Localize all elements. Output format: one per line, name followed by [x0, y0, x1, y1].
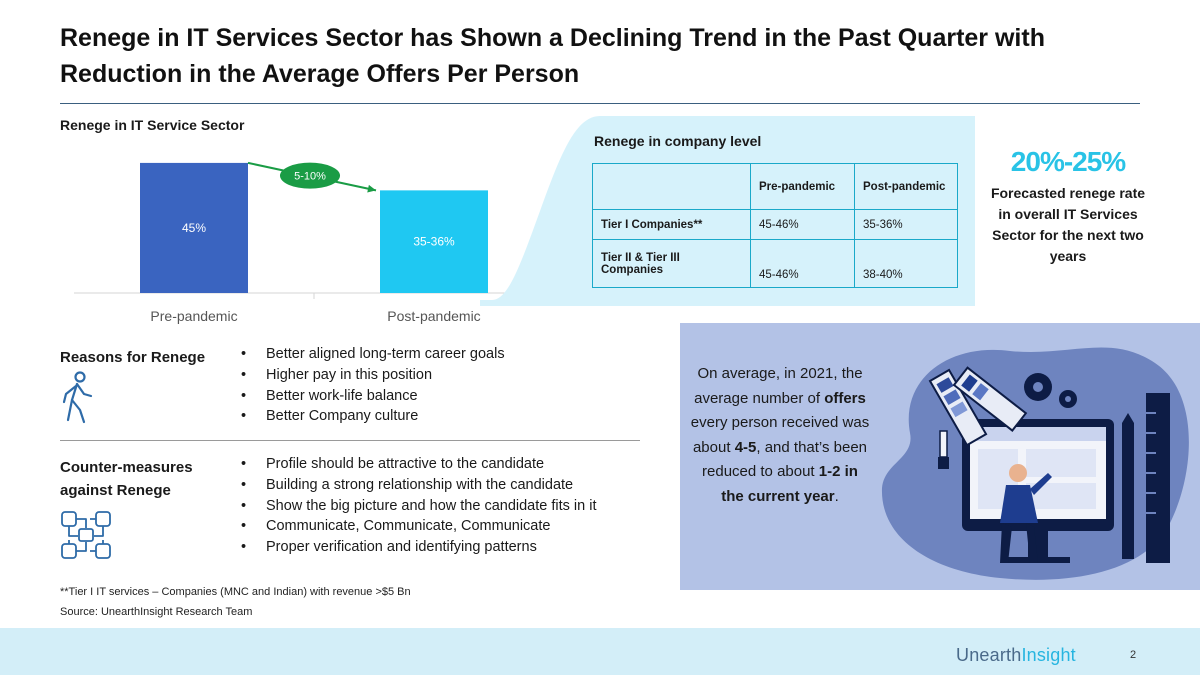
list-item: Better work-life balance [238, 386, 505, 407]
x-tick-label: Pre-pandemic [150, 308, 237, 324]
table-cell: Tier I Companies** [592, 209, 751, 240]
bar-data-label: 45% [182, 221, 206, 235]
list-item: Profile should be attractive to the cand… [238, 454, 596, 475]
section-divider [60, 440, 640, 441]
change-badge-label: 5-10% [294, 171, 326, 183]
chart-title: Renege in IT Service Sector [60, 117, 245, 133]
footnote: **Tier I IT services – Companies (MNC an… [60, 586, 411, 598]
bar-data-label: 35-36% [413, 235, 455, 249]
walking-person-icon [62, 371, 93, 424]
forecast-text: Forecasted renege rate in overall IT Ser… [990, 185, 1146, 264]
title-divider [60, 103, 1140, 104]
renege-bar-chart: 45% Pre-pandemic 35-36% Post-pandemic 5-10% [74, 161, 555, 324]
forecast-value: 20%-25% [1010, 146, 1126, 177]
list-item: Building a strong relationship with the … [238, 475, 596, 496]
page-number: 2 [1130, 649, 1137, 661]
list-item: Show the big picture and how the candida… [238, 496, 596, 517]
decline-arrow-head [367, 184, 376, 193]
countermeasures-list: Profile should be attractive to the cand… [238, 454, 596, 558]
joined-hands-icon [61, 511, 111, 559]
designer-illustration [881, 347, 1189, 580]
table-row: Tier II & Tier III Companies 45-46% 38-4… [592, 239, 958, 288]
table-header-cell: Pre-pandemic [750, 163, 855, 210]
table-header-cell [592, 163, 751, 210]
countermeasures-heading: Counter-measures against Renege [60, 459, 193, 499]
table-cell: 45-46% [750, 239, 855, 288]
table-cell: Tier II & Tier III Companies [592, 239, 751, 288]
offers-text-part: every person received was about [690, 414, 870, 456]
bar-post-pandemic [380, 190, 488, 293]
table-cell: 38-40% [854, 239, 958, 288]
footer-band [0, 628, 1200, 675]
offers-text-bold: 4-5 [734, 438, 757, 456]
offers-text-part: . [834, 487, 839, 505]
table-cell: 45-46% [750, 209, 855, 240]
company-table-title: Renege in company level [594, 133, 762, 149]
list-item: Higher pay in this position [238, 365, 505, 386]
company-renege-table: Pre-pandemic Post-pandemic Tier I Compan… [592, 163, 958, 288]
page-title: Renege in IT Services Sector has Shown a… [60, 24, 1045, 88]
offers-text-part: , and that’s been reduced to about [702, 438, 868, 481]
source-note: Source: UnearthInsight Research Team [60, 606, 253, 618]
change-badge [280, 162, 340, 189]
table-header-row: Pre-pandemic Post-pandemic [592, 163, 958, 210]
table-row: Tier I Companies** 45-46% 35-36% [592, 209, 958, 240]
bar-pre-pandemic [140, 162, 248, 293]
reasons-list: Better aligned long-term career goals Hi… [238, 344, 505, 427]
offers-text-bold: offers [824, 389, 866, 407]
offers-text: On average, in 2021, the average number … [690, 362, 870, 509]
brand-part: Insight [1021, 645, 1076, 665]
offers-text-part: On average, in 2021, the average number … [694, 365, 863, 407]
brand-logo: UnearthInsight [956, 645, 1076, 666]
reasons-heading: Reasons for Renege [60, 349, 206, 366]
table-cell: 35-36% [854, 209, 958, 240]
table-header-cell: Post-pandemic [854, 163, 958, 210]
offers-text-bold: 1-2 in the current year [721, 463, 858, 505]
list-item: Better Company culture [238, 406, 505, 427]
list-item: Communicate, Communicate, Communicate [238, 516, 596, 537]
x-tick-label: Post-pandemic [387, 308, 480, 324]
list-item: Better aligned long-term career goals [238, 344, 505, 365]
brand-part: Unearth [956, 645, 1022, 665]
list-item: Proper verification and identifying patt… [238, 537, 596, 558]
